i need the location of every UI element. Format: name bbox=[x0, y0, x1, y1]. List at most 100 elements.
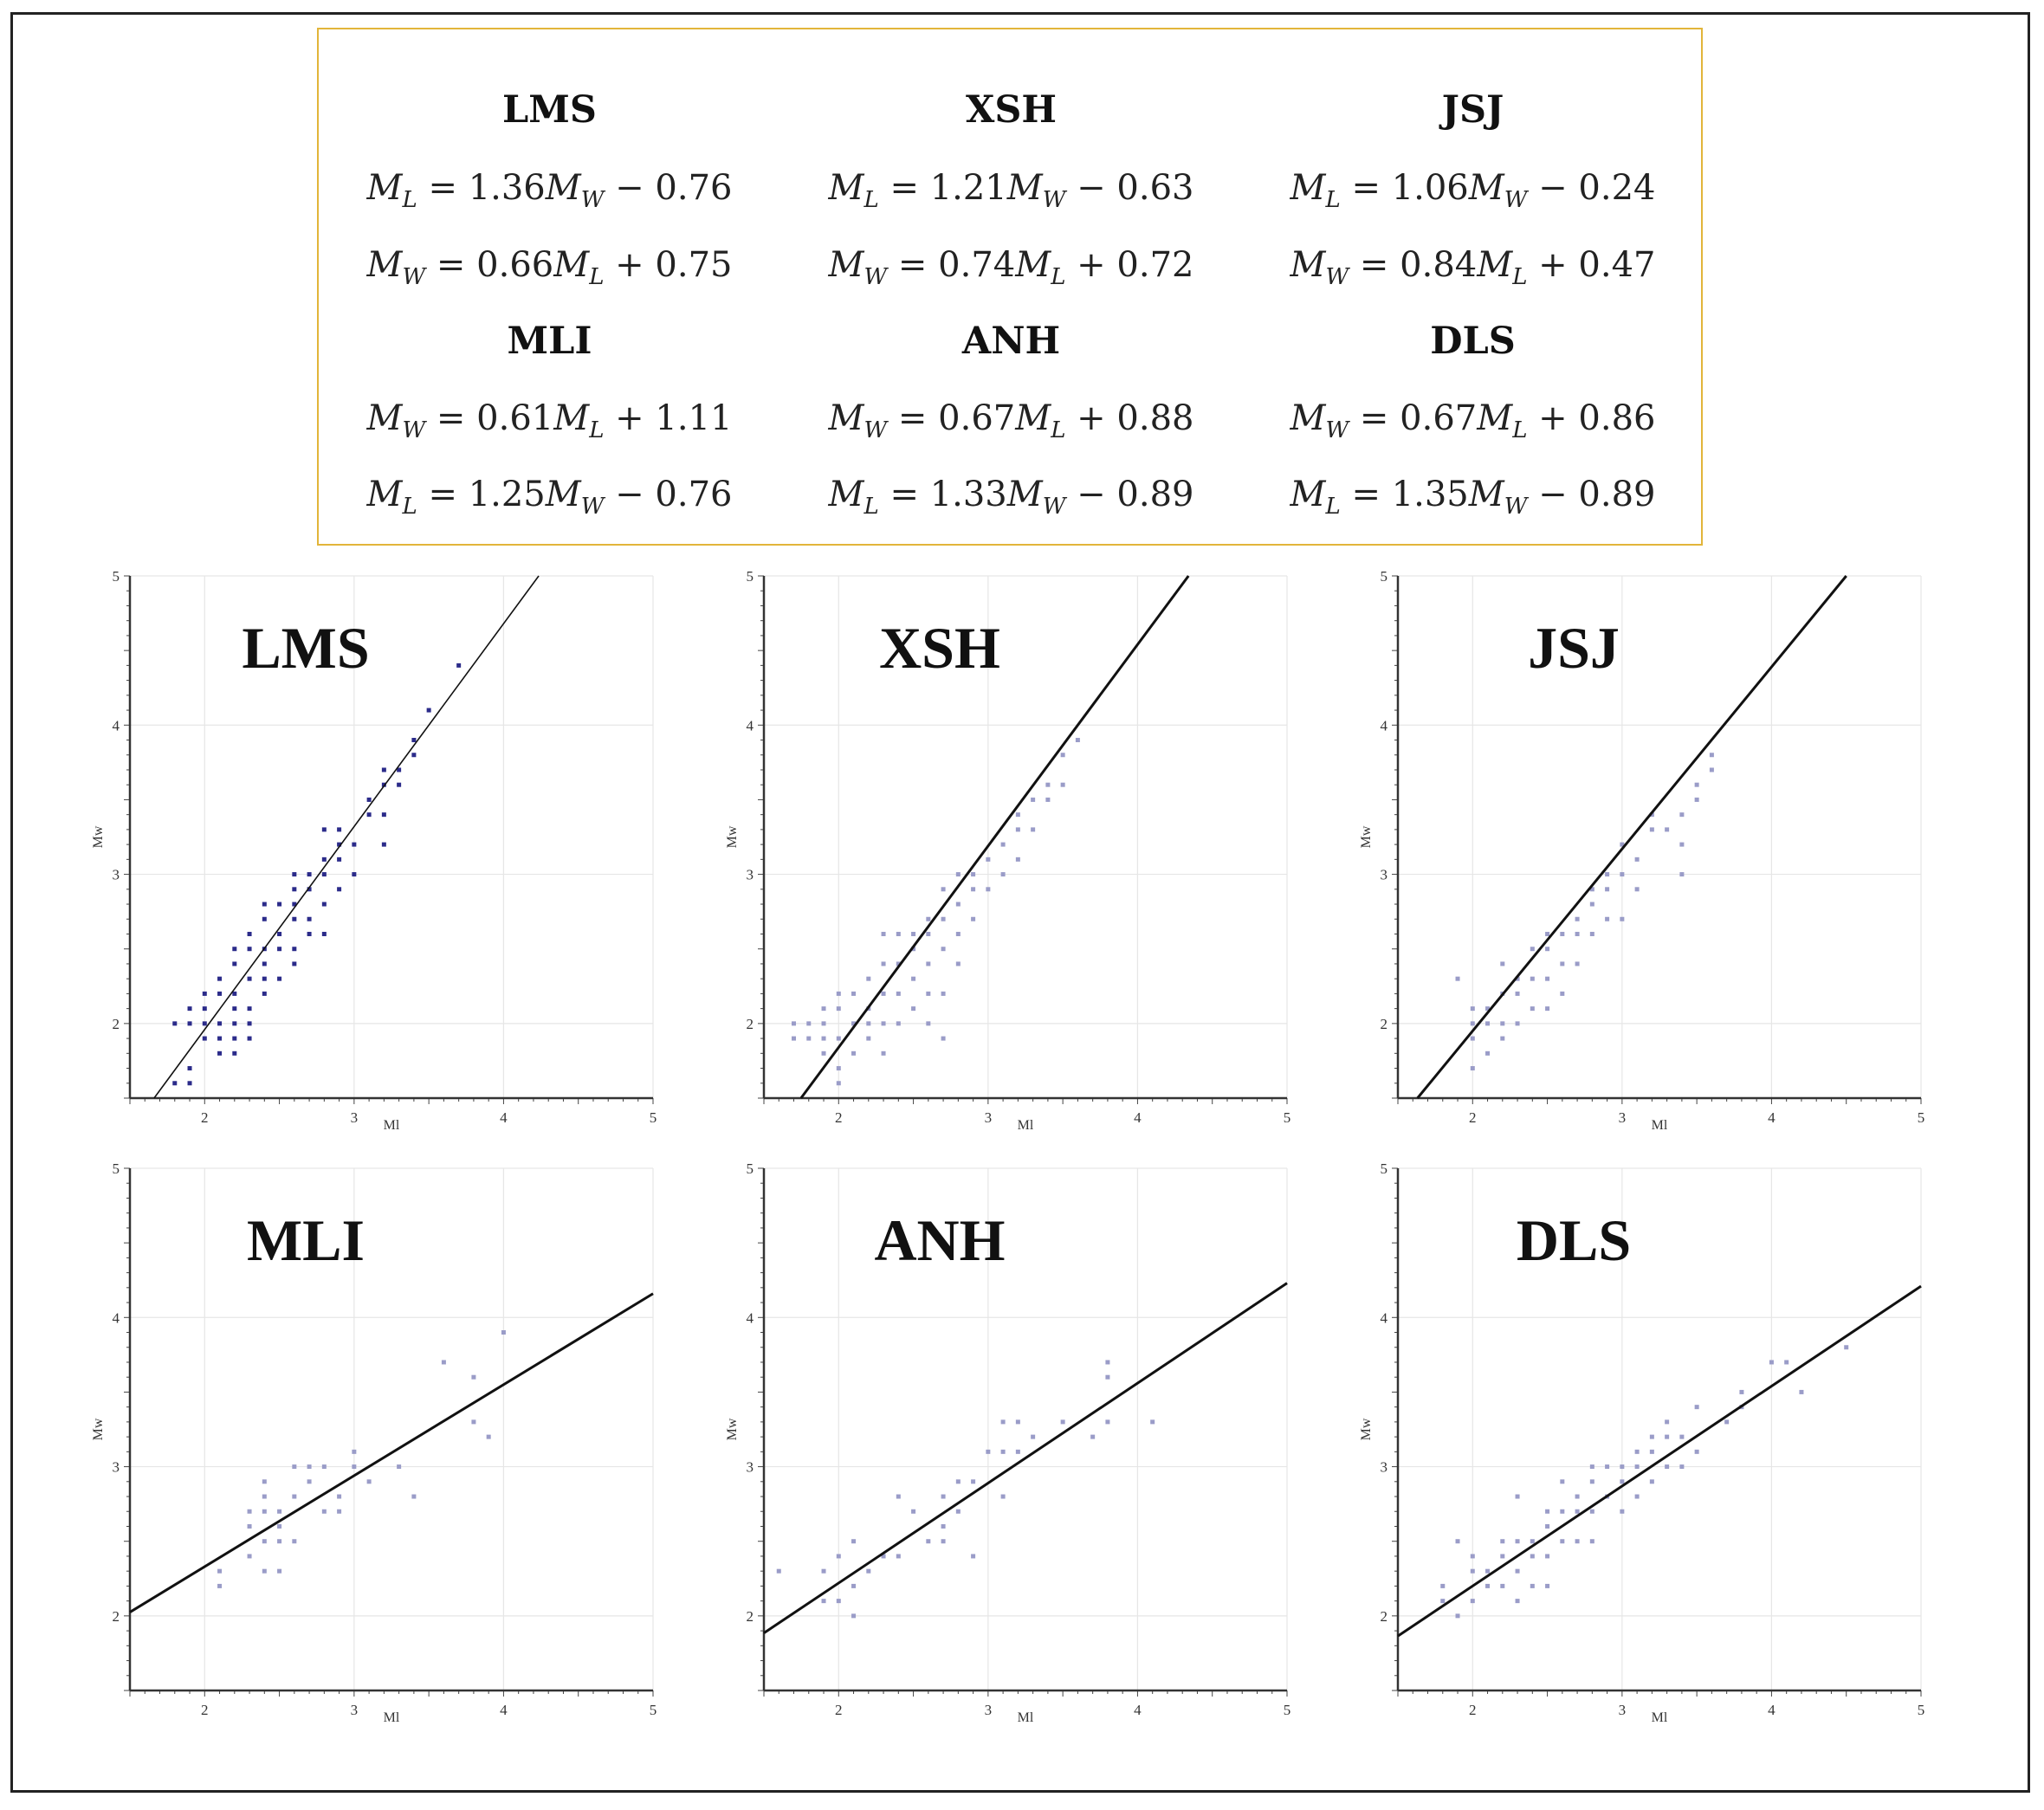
data-point bbox=[1455, 976, 1460, 981]
data-point bbox=[911, 976, 916, 981]
y-tick-label: 4 bbox=[1381, 1309, 1388, 1326]
regression-line bbox=[799, 575, 1190, 1099]
data-point bbox=[247, 1554, 252, 1559]
data-point bbox=[1634, 1464, 1640, 1470]
equations-panel: LMS ML = 1.36MW − 0.76 MW = 0.66ML + 0.75 M… bbox=[317, 28, 1703, 546]
data-point bbox=[1060, 1419, 1065, 1425]
data-point bbox=[1031, 827, 1036, 832]
data-point bbox=[1724, 1419, 1730, 1425]
data-point bbox=[262, 902, 267, 907]
data-point bbox=[277, 1539, 282, 1544]
data-point bbox=[1031, 797, 1036, 802]
data-point bbox=[1575, 1539, 1580, 1544]
data-point bbox=[1515, 1494, 1520, 1499]
data-point bbox=[896, 1554, 901, 1559]
y-tick-label: 5 bbox=[113, 1160, 120, 1177]
data-point bbox=[792, 1021, 797, 1026]
y-tick-label: 4 bbox=[747, 717, 754, 734]
y-axis-label: Mw bbox=[725, 1418, 740, 1440]
x-tick-label: 4 bbox=[1768, 1702, 1776, 1718]
data-point bbox=[1545, 931, 1550, 936]
data-point bbox=[1575, 961, 1580, 966]
y-tick-label: 2 bbox=[113, 1608, 120, 1625]
data-point bbox=[381, 782, 386, 787]
x-tick-label: 5 bbox=[650, 1702, 657, 1718]
x-axis-label: Ml bbox=[1652, 1710, 1668, 1725]
data-point bbox=[381, 842, 386, 847]
data-point bbox=[292, 887, 297, 892]
equation-group-title: JSJ bbox=[1441, 88, 1504, 132]
data-point bbox=[217, 1568, 223, 1574]
data-point bbox=[232, 961, 237, 966]
data-point bbox=[1530, 1554, 1535, 1559]
regression-equation: ML = 1.25MW − 0.76 bbox=[366, 475, 733, 520]
data-point bbox=[426, 708, 431, 713]
data-point bbox=[1485, 1050, 1491, 1056]
data-point bbox=[1470, 1568, 1475, 1574]
data-point bbox=[1000, 872, 1006, 877]
scatter-chart-anh: 2 3 4 5 2 3 4 5 Ml Mw ANH bbox=[725, 1160, 1290, 1725]
data-point bbox=[776, 1568, 781, 1574]
data-point bbox=[941, 887, 946, 892]
data-point bbox=[307, 1479, 312, 1484]
data-point bbox=[896, 991, 901, 996]
data-point bbox=[232, 947, 237, 952]
x-tick-label: 4 bbox=[500, 1109, 508, 1126]
data-point bbox=[806, 1021, 812, 1026]
data-point bbox=[1515, 1599, 1520, 1604]
x-tick-label: 3 bbox=[351, 1109, 359, 1126]
data-point bbox=[866, 1021, 871, 1026]
data-point bbox=[292, 961, 297, 966]
y-axis-label: Mw bbox=[91, 825, 106, 848]
data-point bbox=[866, 1036, 871, 1041]
data-point bbox=[971, 1479, 976, 1484]
chart-title: JSJ bbox=[1528, 615, 1620, 681]
data-point bbox=[1605, 872, 1610, 877]
data-point bbox=[836, 991, 841, 996]
y-tick-label: 3 bbox=[747, 1459, 754, 1476]
data-point bbox=[1000, 1494, 1006, 1499]
data-point bbox=[821, 1006, 826, 1012]
y-tick-label: 4 bbox=[113, 1309, 120, 1326]
data-point bbox=[1105, 1419, 1110, 1425]
data-point bbox=[881, 961, 886, 966]
x-tick-label: 3 bbox=[985, 1702, 993, 1718]
data-point bbox=[1500, 961, 1505, 966]
data-point bbox=[1105, 1374, 1110, 1380]
data-point bbox=[321, 902, 327, 907]
data-point bbox=[1545, 1509, 1550, 1514]
data-point bbox=[1560, 931, 1565, 936]
data-point bbox=[1665, 1419, 1670, 1425]
data-point bbox=[926, 991, 931, 996]
data-point bbox=[202, 1021, 207, 1026]
regression-equation: MW = 0.61ML + 1.11 bbox=[366, 398, 733, 443]
data-point bbox=[1530, 1539, 1535, 1544]
data-point bbox=[262, 976, 267, 981]
data-point bbox=[1799, 1389, 1804, 1394]
data-point bbox=[851, 1539, 857, 1544]
data-point bbox=[1589, 902, 1594, 907]
data-point bbox=[955, 961, 961, 966]
data-point bbox=[1620, 1509, 1625, 1514]
data-point bbox=[1470, 1066, 1475, 1071]
data-point bbox=[1485, 1568, 1491, 1574]
scatter-chart-lms: 2 3 4 5 2 3 4 5 Ml Mw LMS bbox=[91, 568, 657, 1133]
data-point bbox=[441, 1360, 446, 1365]
data-point bbox=[352, 1449, 357, 1454]
data-point bbox=[1560, 1479, 1565, 1484]
data-point bbox=[1634, 1494, 1640, 1499]
data-point bbox=[836, 1081, 841, 1086]
data-point bbox=[955, 1509, 961, 1514]
data-point bbox=[217, 1036, 223, 1041]
data-point bbox=[1045, 782, 1051, 787]
data-point bbox=[941, 916, 946, 921]
data-point bbox=[1515, 1539, 1520, 1544]
regression-equation: ML = 1.06MW − 0.24 bbox=[1290, 168, 1656, 213]
data-point bbox=[1679, 1434, 1685, 1439]
data-point bbox=[366, 1479, 372, 1484]
scatter-chart-dls: 2 3 4 5 2 3 4 5 Ml Mw DLS bbox=[1359, 1160, 1924, 1725]
data-point bbox=[1105, 1360, 1110, 1365]
data-point bbox=[1470, 1006, 1475, 1012]
data-point bbox=[217, 991, 223, 996]
data-point bbox=[1485, 1583, 1491, 1588]
